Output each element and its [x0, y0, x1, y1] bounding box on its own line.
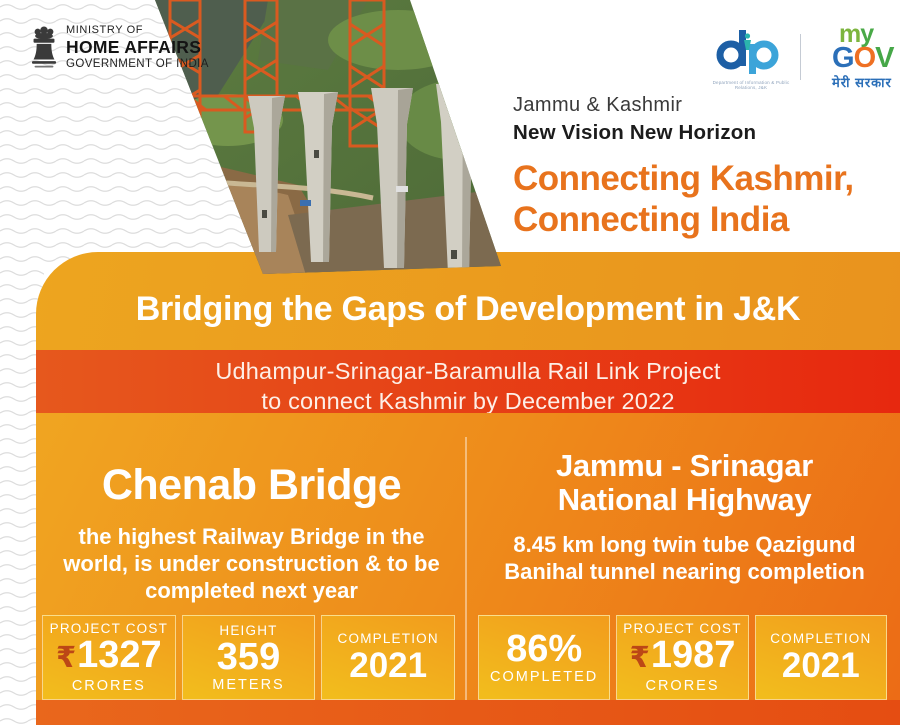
subbanner-section: Udhampur-Srinagar-Baramulla Rail Link Pr… [36, 350, 900, 414]
dp-logo-icon [716, 30, 779, 74]
stat-label: PROJECT COST [623, 621, 742, 636]
stat-value: 86% [506, 628, 583, 670]
stat-card-height: HEIGHT 359 METERS [181, 615, 316, 700]
dipr-logo: Department of Information & Public Relat… [708, 28, 794, 90]
mygov-my: my [839, 20, 874, 48]
stat-card-project-cost: PROJECT COST ₹1987 CRORES [616, 615, 749, 700]
chenab-title: Chenab Bridge [101, 461, 402, 509]
hero-headline-line2: Connecting India [513, 200, 789, 239]
mygov-gov: GOV [832, 42, 894, 74]
hero-tagline: New Vision New Horizon [513, 121, 757, 144]
highway-stats-row: 86% COMPLETED PROJECT COST ₹1987 CRORES … [478, 615, 887, 700]
ashoka-emblem-icon [31, 25, 57, 67]
subbanner-line2: to connect Kashmir by December 2022 [261, 388, 675, 414]
stat-value: 2021 [349, 646, 428, 685]
stat-value: ₹1327 [55, 634, 162, 676]
rupee-symbol: ₹ [55, 642, 77, 674]
chenab-description: the highest Railway Bridge in the world,… [63, 524, 440, 603]
stat-label: COMPLETION [337, 631, 439, 646]
hero-headline-line1: Connecting Kashmir, [513, 159, 854, 198]
hero-text-block: Jammu & Kashmir New Vision New Horizon C… [513, 94, 854, 240]
ministry-line2: HOME AFFAIRS [66, 37, 202, 57]
highway-title: Jammu - Srinagar National Highway [469, 449, 900, 517]
ministry-line3: GOVERNMENT OF INDIA [66, 58, 209, 70]
stat-unit: CRORES [645, 678, 720, 694]
mygov-hindi-text: मेरी सरकार [832, 75, 892, 90]
hero-region: Jammu & Kashmir [513, 94, 683, 116]
stat-unit: CRORES [71, 678, 146, 694]
stat-label: HEIGHT [219, 622, 278, 638]
stat-card-completion: COMPLETION 2021 [321, 615, 456, 700]
highway-title-line2: National Highway [557, 482, 812, 517]
stat-value: 2021 [781, 646, 860, 685]
stat-unit: METERS [212, 676, 285, 693]
stat-card-completion: COMPLETION 2021 [754, 615, 887, 700]
logo-divider [800, 34, 801, 80]
ministry-block: MINISTRY OF HOME AFFAIRS GOVERNMENT OF I… [30, 24, 209, 71]
mygov-logo: my GOV मेरी सरकार [832, 20, 894, 90]
column-divider [465, 437, 467, 700]
projects-section: Chenab Bridge the highest Railway Bridge… [36, 413, 900, 700]
ministry-line1: MINISTRY OF [66, 24, 144, 36]
highway-title-line1: Jammu - Srinagar [555, 448, 814, 483]
hero-headline: Connecting Kashmir, Connecting India [513, 158, 854, 240]
subbanner-line1: Udhampur-Srinagar-Baramulla Rail Link Pr… [215, 358, 721, 384]
banner-title: Bridging the Gaps of Development in J&K [135, 290, 801, 328]
dipr-logo-subtitle: Department of Information & Public Relat… [712, 80, 790, 90]
rupee-symbol: ₹ [629, 642, 650, 674]
stat-value: ₹1987 [629, 634, 736, 676]
stat-value: 359 [216, 635, 281, 678]
stat-label: PROJECT COST [49, 621, 169, 636]
stat-label: COMPLETION [770, 631, 872, 646]
highway-description: 8.45 km long twin tube Qazigund Banihal … [504, 532, 865, 584]
chenab-stats-row: PROJECT COST ₹1327 CRORES HEIGHT 359 MET… [42, 615, 456, 700]
stat-card-completed-percent: 86% COMPLETED [478, 615, 611, 700]
stat-unit: COMPLETED [490, 669, 599, 685]
stat-card-project-cost: PROJECT COST ₹1327 CRORES [42, 615, 176, 700]
chenab-bridge-column: Chenab Bridge the highest Railway Bridge… [36, 413, 467, 700]
highway-column: Jammu - Srinagar National Highway 8.45 k… [469, 413, 900, 700]
banner-section: Bridging the Gaps of Development in J&K [36, 252, 900, 350]
bottom-accent-band [36, 700, 900, 725]
main-content-block: Bridging the Gaps of Development in J&K … [36, 252, 900, 725]
